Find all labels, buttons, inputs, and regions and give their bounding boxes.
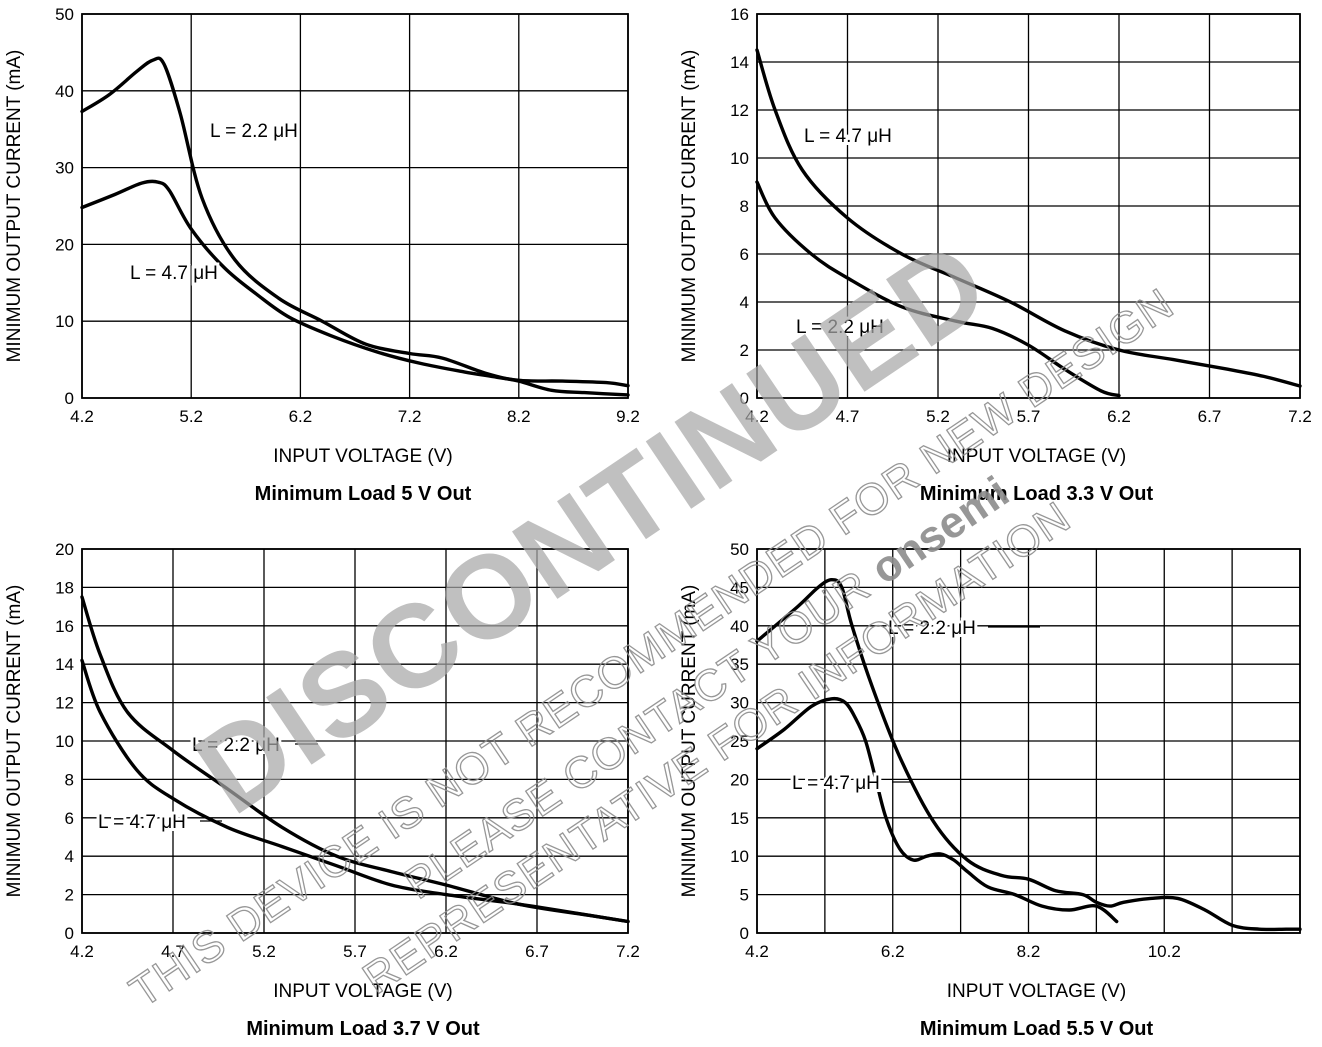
x-tick-label: 5.2 (252, 942, 276, 961)
y-tick-label: 16 (55, 617, 74, 636)
y-tick-label: 10 (730, 149, 749, 168)
x-tick-label: 9.2 (616, 407, 640, 426)
y-tick-label: 4 (65, 847, 74, 866)
y-tick-label: 4 (740, 293, 749, 312)
y-axis-label: MINIMUM OUTPUT CURRENT (mA) (679, 585, 700, 898)
y-tick-label: 10 (730, 847, 749, 866)
y-axis-label: MINIMUM OUTPUT CURRENT (mA) (4, 50, 25, 363)
series-line-2 (80, 179, 630, 397)
chart-panel-1: 4.2 5.2 6.2 7.2 8.2 9.2 0 10 20 30 40 50 INPUT VOLTA… (4, 5, 640, 505)
series-line-1 (755, 578, 1302, 932)
chart-title: Minimum Load 5.5 V Out (920, 1018, 1154, 1040)
y-tick-label: 2 (65, 886, 74, 905)
y-tick-label: 20 (55, 540, 74, 559)
y-tick-label: 8 (740, 197, 749, 216)
y-axis-label: MINIMUM OUTPUT CURRENT (mA) (679, 50, 700, 363)
x-axis-label: INPUT VOLTAGE (V) (947, 446, 1126, 467)
x-tick-label: 6.2 (1107, 407, 1131, 426)
y-tick-label: 15 (730, 809, 749, 828)
plot-frame (81, 548, 629, 934)
y-tick-label: 6 (65, 809, 74, 828)
y-tick-label: 40 (730, 617, 749, 636)
y-tick-label: 10 (55, 312, 74, 331)
x-tick-label: 4.7 (836, 407, 860, 426)
y-tick-label: 2 (740, 341, 749, 360)
y-tick-label: 20 (55, 235, 74, 254)
y-tick-label: 14 (730, 53, 749, 72)
x-tick-label: 5.7 (1017, 407, 1041, 426)
y-tick-label: 12 (730, 101, 749, 120)
series-label-2: L = 2.2 μH (796, 317, 884, 338)
y-tick-label: 0 (65, 924, 74, 943)
x-tick-label: 7.2 (398, 407, 422, 426)
x-tick-label: 4.7 (161, 942, 185, 961)
y-tick-label: 16 (730, 5, 749, 24)
x-tick-label: 5.7 (343, 942, 367, 961)
y-axis-label: MINIMUM OUTPUT CURRENT (mA) (4, 585, 25, 898)
y-tick-label: 25 (730, 732, 749, 751)
y-tick-label: 0 (65, 389, 74, 408)
chart-title: Minimum Load 3.7 V Out (246, 1018, 480, 1040)
y-tick-label: 40 (55, 82, 74, 101)
y-tick-label: 6 (740, 245, 749, 264)
x-tick-label: 6.2 (289, 407, 313, 426)
series-label-2: L = 4.7 μH (98, 812, 186, 833)
series-label-1: L = 2.2 μH (888, 618, 976, 639)
series-line-2 (755, 180, 1121, 398)
x-tick-label: 6.7 (1198, 407, 1222, 426)
y-tick-label: 14 (55, 655, 74, 674)
y-tick-label: 30 (730, 694, 749, 713)
x-tick-label: 6.7 (525, 942, 549, 961)
chart-panel-4: 4.2 6.2 8.2 10.2 0 5 10 15 20 25 30 35 40 45 50 INPUT V… (679, 540, 1302, 1040)
series-label-2: L = 4.7 μH (130, 263, 218, 284)
x-axis-label: INPUT VOLTAGE (V) (947, 981, 1126, 1002)
y-tick-label: 18 (55, 578, 74, 597)
series-line-2 (755, 696, 1119, 924)
watermark-not-recommended: THIS DEVICE IS NOT RECOMMENDED FOR NEW D… (121, 279, 1182, 1017)
series-label-1: L = 2.2 μH (192, 735, 280, 756)
y-tick-label: 30 (55, 159, 74, 178)
series-line-1 (80, 56, 630, 388)
series-label-1: L = 2.2 μH (210, 121, 298, 142)
chart-panel-3: 4.2 4.7 5.2 5.7 6.2 6.7 7.2 0 2 4 6 8 10 12 14 16 18 20 IN… (4, 540, 640, 1040)
x-tick-label: 4.2 (70, 407, 94, 426)
y-tick-label: 50 (730, 540, 749, 559)
x-tick-label: 7.2 (1288, 407, 1312, 426)
chart-title: Minimum Load 5 V Out (255, 483, 472, 505)
y-tick-label: 0 (740, 389, 749, 408)
x-tick-label: 4.2 (745, 407, 769, 426)
y-tick-label: 12 (55, 694, 74, 713)
y-tick-label: 35 (730, 655, 749, 674)
series-label-2: L = 4.7 μH (792, 773, 880, 794)
y-tick-label: 0 (740, 924, 749, 943)
chart-title: Minimum Load 3.3 V Out (920, 483, 1154, 505)
y-tick-label: 10 (55, 732, 74, 751)
x-tick-label: 6.2 (434, 942, 458, 961)
series-line-2 (80, 658, 630, 924)
y-tick-label: 8 (65, 770, 74, 789)
series-label-1: L = 4.7 μH (804, 126, 892, 147)
series-line-1 (755, 48, 1302, 388)
x-tick-label: 4.2 (70, 942, 94, 961)
y-tick-label: 50 (55, 5, 74, 24)
x-tick-label: 4.2 (745, 942, 769, 961)
x-axis-label: INPUT VOLTAGE (V) (273, 446, 452, 467)
x-tick-label: 5.2 (926, 407, 950, 426)
x-tick-label: 8.2 (1017, 942, 1041, 961)
x-tick-label: 6.2 (881, 942, 905, 961)
plot-frame (756, 548, 1301, 934)
y-tick-label: 20 (730, 770, 749, 789)
x-tick-label: 7.2 (616, 942, 640, 961)
y-tick-label: 5 (740, 886, 749, 905)
x-tick-label: 5.2 (179, 407, 203, 426)
x-tick-label: 8.2 (507, 407, 531, 426)
x-axis-label: INPUT VOLTAGE (V) (273, 981, 452, 1002)
plot-frame (756, 13, 1301, 399)
x-tick-label: 10.2 (1148, 942, 1181, 961)
chart-panel-2: 4.2 4.7 5.2 5.7 6.2 6.7 7.2 0 2 4 6 8 10 12 14 16 INPUT … (679, 5, 1312, 505)
y-tick-label: 45 (730, 578, 749, 597)
